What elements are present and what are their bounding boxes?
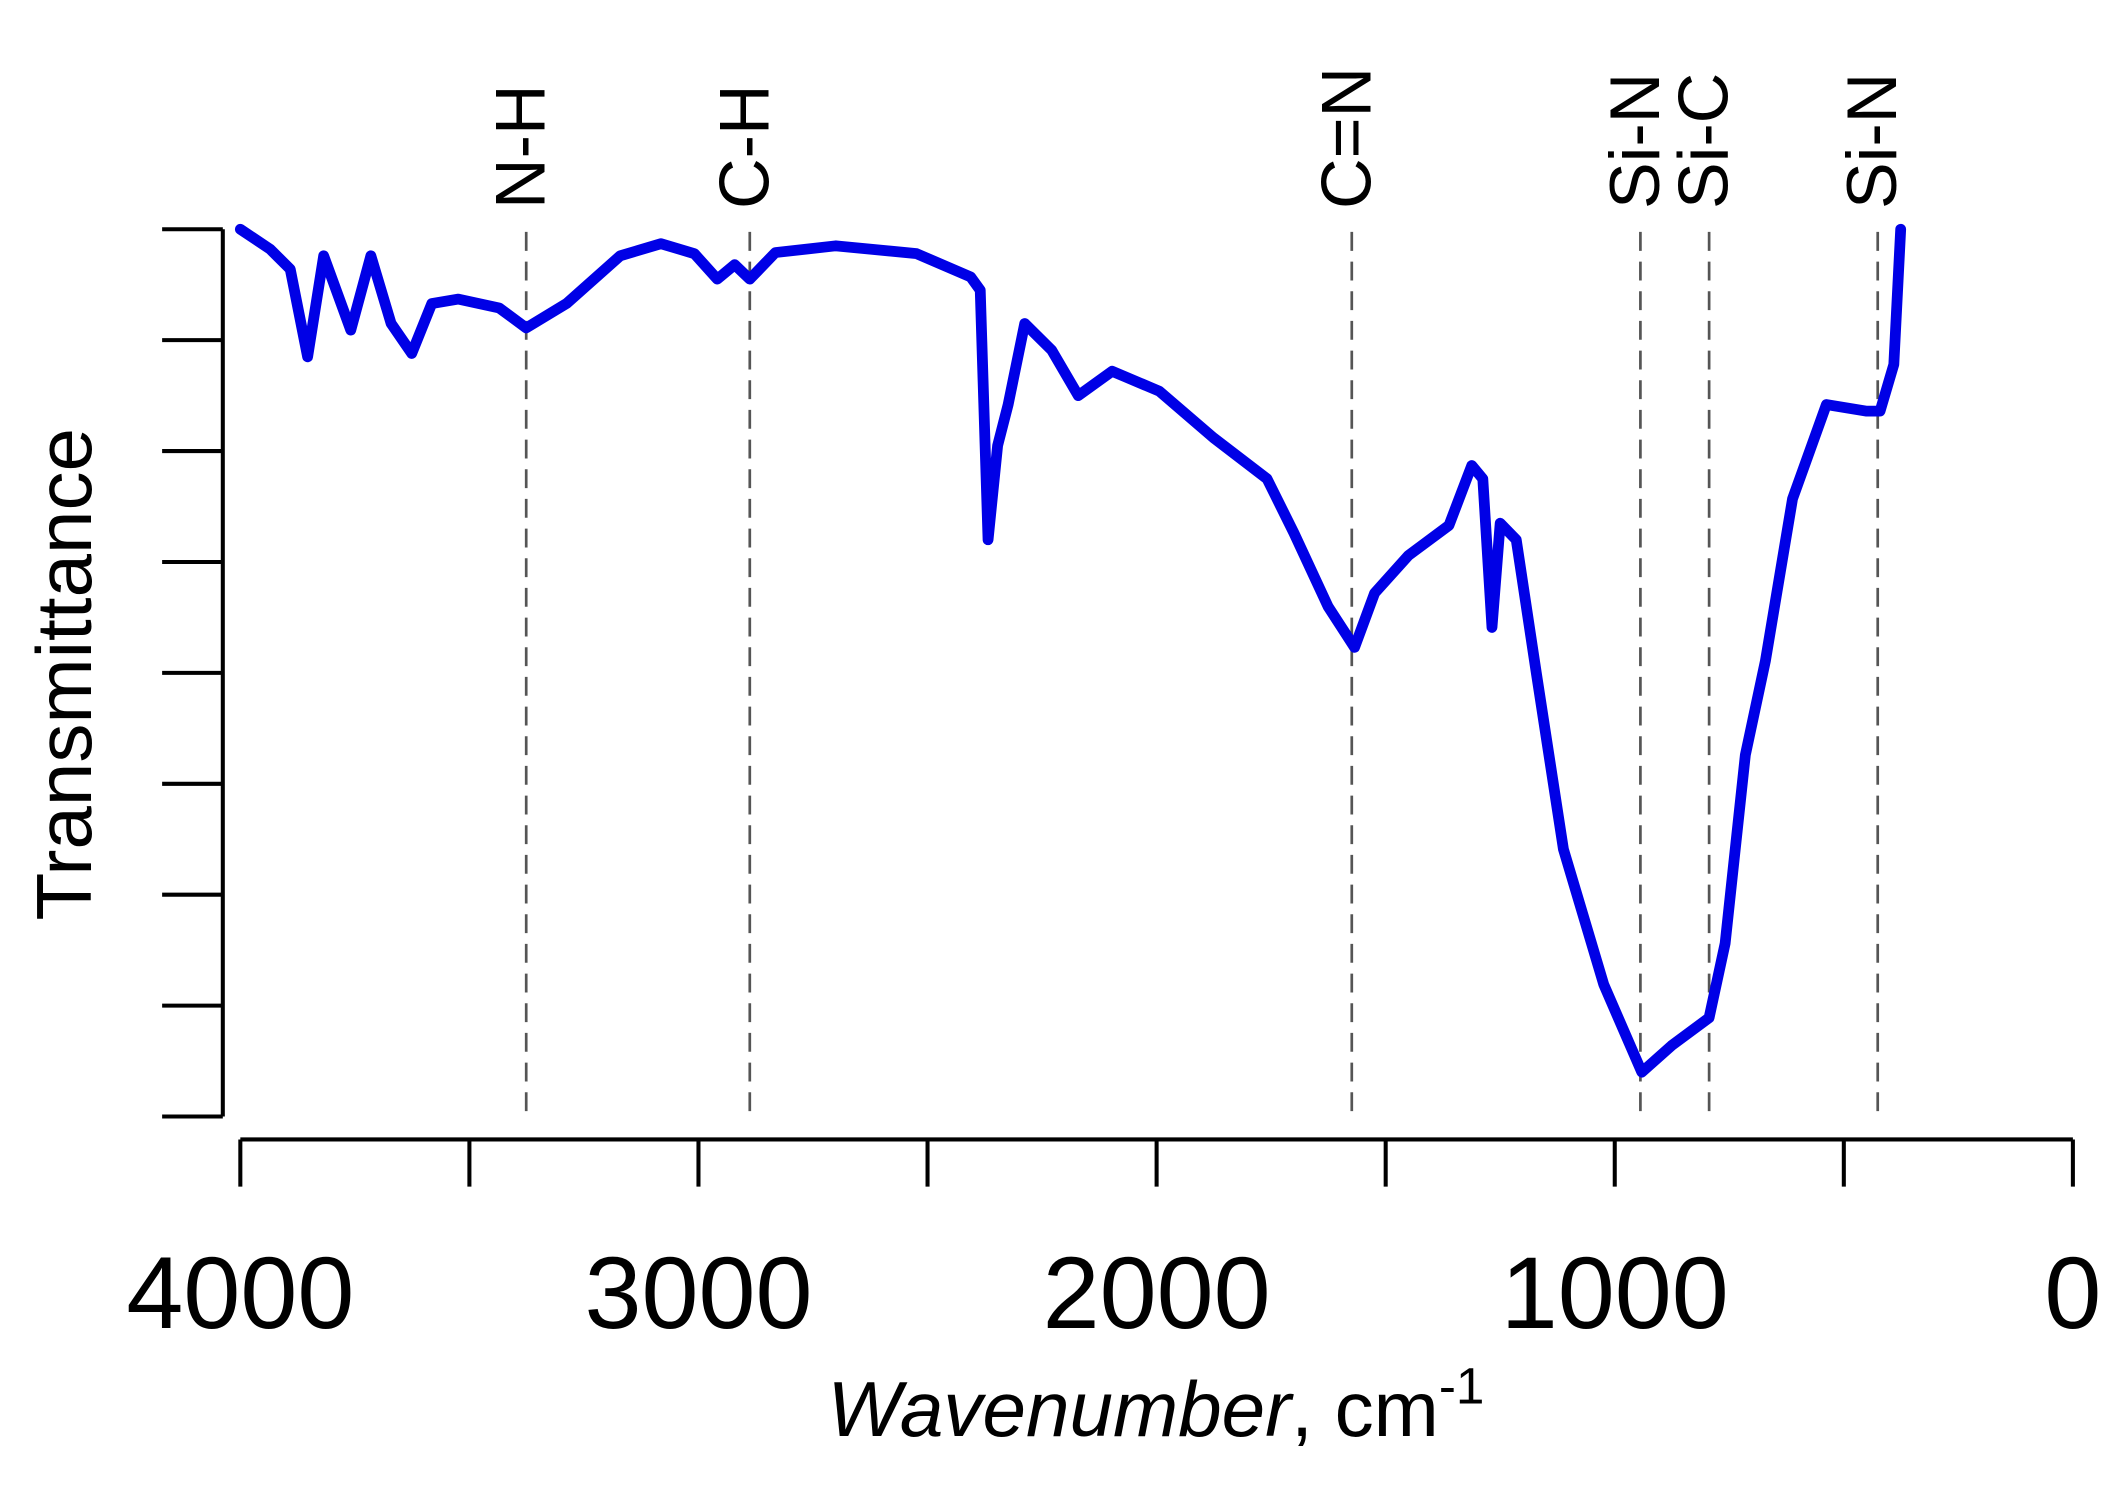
x-axis-label: Wavenumber, cm-1 [827, 1358, 1484, 1453]
x-tick-label: 4000 [126, 1235, 354, 1350]
spectrum-line [234, 223, 1907, 1078]
annotation-label: Si-N [1833, 73, 1911, 209]
annotation-label: N-H [482, 84, 560, 209]
x-tick-label: 2000 [1043, 1235, 1271, 1350]
x-axis-label-unit: , cm [1291, 1365, 1439, 1453]
x-tick-label: 1000 [1501, 1235, 1729, 1350]
x-tick-label: 0 [2044, 1235, 2101, 1350]
x-axis-label-superscript: -1 [1439, 1358, 1485, 1415]
x-tick-label: 3000 [584, 1235, 812, 1350]
annotation-label: Si-C [1665, 73, 1743, 209]
annotation-label: C=N [1307, 67, 1385, 209]
y-axis-label: Transmittance [20, 428, 108, 921]
annotation-label: Si-N [1596, 73, 1674, 209]
x-axis-label-italic: Wavenumber [827, 1365, 1294, 1453]
annotation-label: C-H [705, 84, 783, 209]
